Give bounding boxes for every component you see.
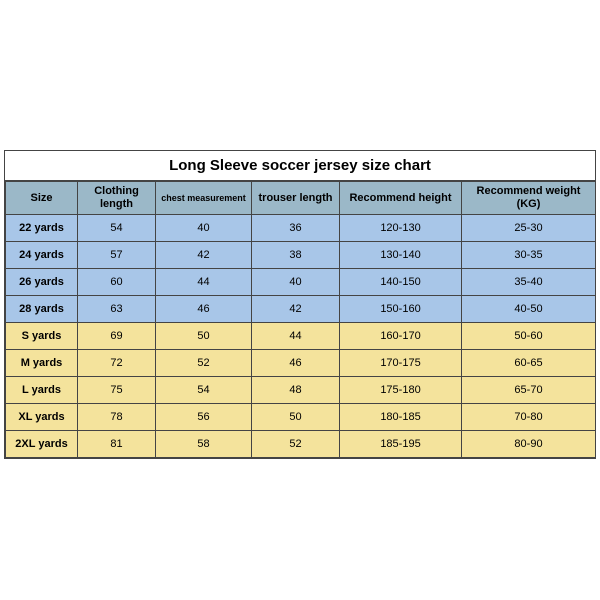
table-cell: 28 yards <box>6 296 78 323</box>
table-cell: 52 <box>252 431 340 458</box>
table-row: 28 yards634642150-16040-50 <box>6 296 596 323</box>
table-cell: 44 <box>156 269 252 296</box>
table-cell: M yards <box>6 350 78 377</box>
table-cell: 60 <box>78 269 156 296</box>
table-cell: 120-130 <box>340 215 462 242</box>
table-cell: 72 <box>78 350 156 377</box>
table-cell: 50 <box>252 404 340 431</box>
table-cell: 22 yards <box>6 215 78 242</box>
table-cell: 57 <box>78 242 156 269</box>
table-cell: 40 <box>252 269 340 296</box>
table-cell: 50 <box>156 323 252 350</box>
table-cell: 46 <box>252 350 340 377</box>
col-header-rec_height: Recommend height <box>340 182 462 215</box>
table-cell: 81 <box>78 431 156 458</box>
table-cell: 35-40 <box>462 269 596 296</box>
table-cell: 2XL yards <box>6 431 78 458</box>
col-header-chest: chest measurement <box>156 182 252 215</box>
table-row: 24 yards574238130-14030-35 <box>6 242 596 269</box>
table-cell: 38 <box>252 242 340 269</box>
table-cell: 56 <box>156 404 252 431</box>
table-cell: 63 <box>78 296 156 323</box>
table-cell: 54 <box>78 215 156 242</box>
table-cell: XL yards <box>6 404 78 431</box>
table-cell: L yards <box>6 377 78 404</box>
table-cell: 65-70 <box>462 377 596 404</box>
page: Long Sleeve soccer jersey size chart Siz… <box>0 0 600 600</box>
table-cell: 44 <box>252 323 340 350</box>
table-row: L yards755448175-18065-70 <box>6 377 596 404</box>
table-row: S yards695044160-17050-60 <box>6 323 596 350</box>
table-cell: 58 <box>156 431 252 458</box>
table-cell: 26 yards <box>6 269 78 296</box>
table-cell: 150-160 <box>340 296 462 323</box>
table-cell: 36 <box>252 215 340 242</box>
table-cell: 60-65 <box>462 350 596 377</box>
table-cell: 48 <box>252 377 340 404</box>
table-cell: 185-195 <box>340 431 462 458</box>
table-cell: 78 <box>78 404 156 431</box>
table-cell: 160-170 <box>340 323 462 350</box>
col-header-size: Size <box>6 182 78 215</box>
table-cell: 30-35 <box>462 242 596 269</box>
table-cell: 42 <box>252 296 340 323</box>
table-cell: S yards <box>6 323 78 350</box>
table-row: XL yards785650180-18570-80 <box>6 404 596 431</box>
table-cell: 40 <box>156 215 252 242</box>
table-cell: 180-185 <box>340 404 462 431</box>
table-header-row: SizeClothing lengthchest measurementtrou… <box>6 182 596 215</box>
table-cell: 75 <box>78 377 156 404</box>
table-cell: 50-60 <box>462 323 596 350</box>
col-header-clothing_length: Clothing length <box>78 182 156 215</box>
table-cell: 52 <box>156 350 252 377</box>
table-cell: 25-30 <box>462 215 596 242</box>
size-table: SizeClothing lengthchest measurementtrou… <box>5 181 596 458</box>
size-chart: Long Sleeve soccer jersey size chart Siz… <box>4 150 596 459</box>
table-cell: 46 <box>156 296 252 323</box>
col-header-trouser: trouser length <box>252 182 340 215</box>
table-cell: 140-150 <box>340 269 462 296</box>
table-cell: 54 <box>156 377 252 404</box>
table-cell: 80-90 <box>462 431 596 458</box>
table-cell: 42 <box>156 242 252 269</box>
table-body: 22 yards544036120-13025-3024 yards574238… <box>6 215 596 458</box>
chart-title: Long Sleeve soccer jersey size chart <box>5 151 595 181</box>
table-cell: 40-50 <box>462 296 596 323</box>
table-cell: 69 <box>78 323 156 350</box>
table-cell: 170-175 <box>340 350 462 377</box>
table-row: 22 yards544036120-13025-30 <box>6 215 596 242</box>
table-row: 2XL yards815852185-19580-90 <box>6 431 596 458</box>
table-cell: 175-180 <box>340 377 462 404</box>
table-row: M yards725246170-17560-65 <box>6 350 596 377</box>
table-row: 26 yards604440140-15035-40 <box>6 269 596 296</box>
col-header-rec_weight: Recommend weight (KG) <box>462 182 596 215</box>
table-cell: 24 yards <box>6 242 78 269</box>
table-cell: 70-80 <box>462 404 596 431</box>
table-cell: 130-140 <box>340 242 462 269</box>
